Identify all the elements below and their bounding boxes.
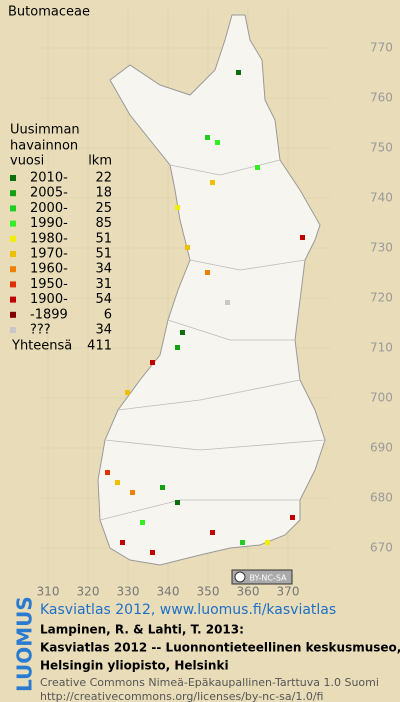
legend-count: 25 — [95, 201, 112, 216]
legend-total-label: Yhteensä — [11, 339, 72, 354]
y-tick-label: 690 — [370, 441, 393, 455]
citation: Kasviatlas 2012 -- Luonnontieteellinen k… — [40, 641, 400, 655]
legend-count: 18 — [95, 186, 112, 201]
y-tick-label: 760 — [370, 91, 393, 105]
legend-label: 1970- — [30, 247, 68, 262]
citation: Lampinen, R. & Lahti, T. 2013: — [40, 623, 244, 637]
legend-label: ??? — [30, 323, 51, 338]
y-tick-label: 730 — [370, 241, 393, 255]
citation: Helsingin yliopisto, Helsinki — [40, 659, 229, 673]
legend-swatch — [10, 296, 16, 303]
legend-count: 34 — [95, 323, 112, 338]
legend-label: -1899 — [30, 307, 68, 322]
legend-swatch — [10, 266, 16, 273]
legend-swatch — [10, 235, 16, 242]
x-tick-label: 360 — [237, 585, 260, 599]
legend-count: 34 — [95, 262, 112, 277]
legend-label: 1960- — [30, 262, 68, 277]
y-tick-label: 740 — [370, 191, 393, 205]
badge-text: BY-NC-SA — [249, 574, 287, 583]
x-tick-label: 340 — [157, 585, 180, 599]
y-tick-label: 700 — [370, 391, 393, 405]
legend-swatch — [10, 281, 16, 288]
legend-label: 1900- — [30, 292, 68, 307]
y-tick-label: 720 — [370, 291, 393, 305]
legend-label: 1990- — [30, 216, 68, 231]
x-tick-label: 320 — [77, 585, 100, 599]
legend-count: 6 — [104, 307, 112, 322]
title: Butomaceae — [8, 5, 90, 20]
y-tick-label: 770 — [370, 41, 393, 55]
x-tick-label: 370 — [277, 585, 300, 599]
legend-total-count: 411 — [87, 339, 112, 354]
legend-count: 54 — [95, 292, 112, 307]
legend-swatch — [10, 205, 16, 212]
legend-swatch — [10, 327, 16, 333]
license: Creative Commons Nimeä-Epäkaupallinen-Ta… — [40, 676, 379, 689]
brand: LUOMUS — [13, 596, 37, 692]
legend-swatch — [10, 190, 16, 197]
license-url: http://creativecommons.org/licenses/by-n… — [40, 690, 323, 702]
observation-squares — [105, 70, 305, 555]
legend-swatch — [10, 220, 16, 227]
license-badge: BY-NC-SA — [231, 569, 293, 585]
x-tick-label: 330 — [117, 585, 140, 599]
y-tick-label: 680 — [370, 491, 393, 505]
legend-count-header: lkm — [88, 154, 112, 169]
legend-count: 51 — [95, 231, 112, 246]
x-tick-label: 310 — [37, 585, 60, 599]
link: Kasviatlas 2012, www.luomus.fi/kasviatla… — [40, 602, 336, 618]
legend-heading: vuosi — [10, 154, 44, 169]
x-tick-label: 350 — [197, 585, 220, 599]
legend-swatch — [10, 311, 16, 318]
legend-count: 85 — [95, 216, 112, 231]
legend-label: 1980- — [30, 231, 68, 246]
y-tick-label: 750 — [370, 141, 393, 155]
legend-label: 2010- — [30, 171, 68, 186]
legend-count: 51 — [95, 247, 112, 262]
y-tick-label: 710 — [370, 341, 393, 355]
legend-swatch — [10, 251, 16, 257]
legend-heading: Uusimman — [10, 123, 80, 138]
legend-label: 2005- — [30, 186, 68, 201]
legend-count: 22 — [95, 171, 112, 186]
legend-label: 2000- — [30, 201, 68, 216]
legend-heading: havainnon — [10, 139, 78, 154]
legend-label: 1950- — [30, 277, 68, 292]
legend: 2010- 22 2005- 18 2000- 25 1990- 85 1980- 51 1970-… — [10, 171, 112, 354]
y-tick-label: 670 — [370, 541, 393, 555]
legend-swatch — [10, 175, 16, 181]
finland-outline — [97, 14, 326, 566]
legend-count: 31 — [95, 277, 112, 292]
